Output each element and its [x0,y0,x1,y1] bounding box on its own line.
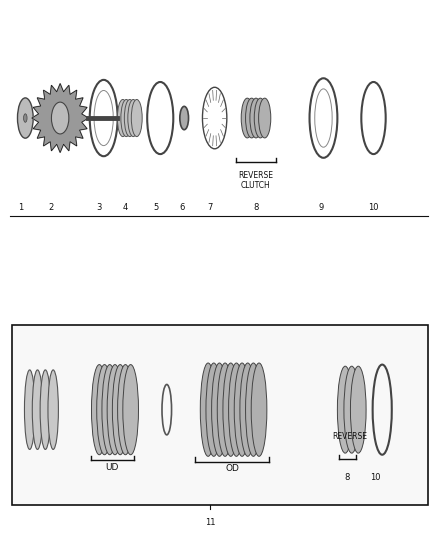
Text: UD: UD [106,463,119,472]
Ellipse shape [180,107,188,130]
Text: 10: 10 [371,473,381,482]
Ellipse shape [107,365,123,455]
Ellipse shape [246,363,261,456]
Ellipse shape [337,366,353,453]
Ellipse shape [206,363,222,456]
Ellipse shape [92,365,107,455]
Ellipse shape [234,363,250,456]
Ellipse shape [97,365,113,455]
Polygon shape [32,84,88,152]
Ellipse shape [124,100,135,136]
Ellipse shape [25,370,35,449]
Ellipse shape [223,363,239,456]
Ellipse shape [32,370,43,449]
Ellipse shape [200,363,216,456]
Text: 10: 10 [368,203,379,212]
Ellipse shape [123,365,138,455]
Text: 7: 7 [208,203,213,212]
Ellipse shape [48,370,58,449]
Ellipse shape [251,363,267,456]
Ellipse shape [258,98,271,138]
Ellipse shape [131,100,142,136]
Text: 5: 5 [153,203,159,212]
Text: 2: 2 [49,203,54,212]
Ellipse shape [250,98,262,138]
Ellipse shape [241,98,253,138]
Text: OD: OD [225,464,239,473]
Text: 4: 4 [123,203,128,212]
Text: 6: 6 [179,203,185,212]
Ellipse shape [117,365,133,455]
Text: 1: 1 [18,203,24,212]
Text: REVERSE: REVERSE [332,432,367,441]
Text: 3: 3 [97,203,102,212]
Ellipse shape [51,102,69,134]
Ellipse shape [18,98,33,138]
Ellipse shape [24,114,27,122]
Ellipse shape [117,100,128,136]
Text: 8: 8 [253,203,259,212]
Ellipse shape [212,363,227,456]
Text: 9: 9 [319,203,324,212]
Ellipse shape [229,363,244,456]
Ellipse shape [128,100,139,136]
Ellipse shape [350,366,366,453]
Text: 11: 11 [205,519,215,527]
Ellipse shape [246,98,258,138]
Ellipse shape [102,365,117,455]
Text: 8: 8 [345,473,350,482]
Ellipse shape [113,365,128,455]
Text: REVERSE
CLUTCH: REVERSE CLUTCH [239,171,273,190]
Ellipse shape [254,98,266,138]
Ellipse shape [40,370,50,449]
Ellipse shape [121,100,132,136]
Ellipse shape [344,366,360,453]
Bar [12,325,428,505]
Ellipse shape [240,363,255,456]
Ellipse shape [217,363,233,456]
